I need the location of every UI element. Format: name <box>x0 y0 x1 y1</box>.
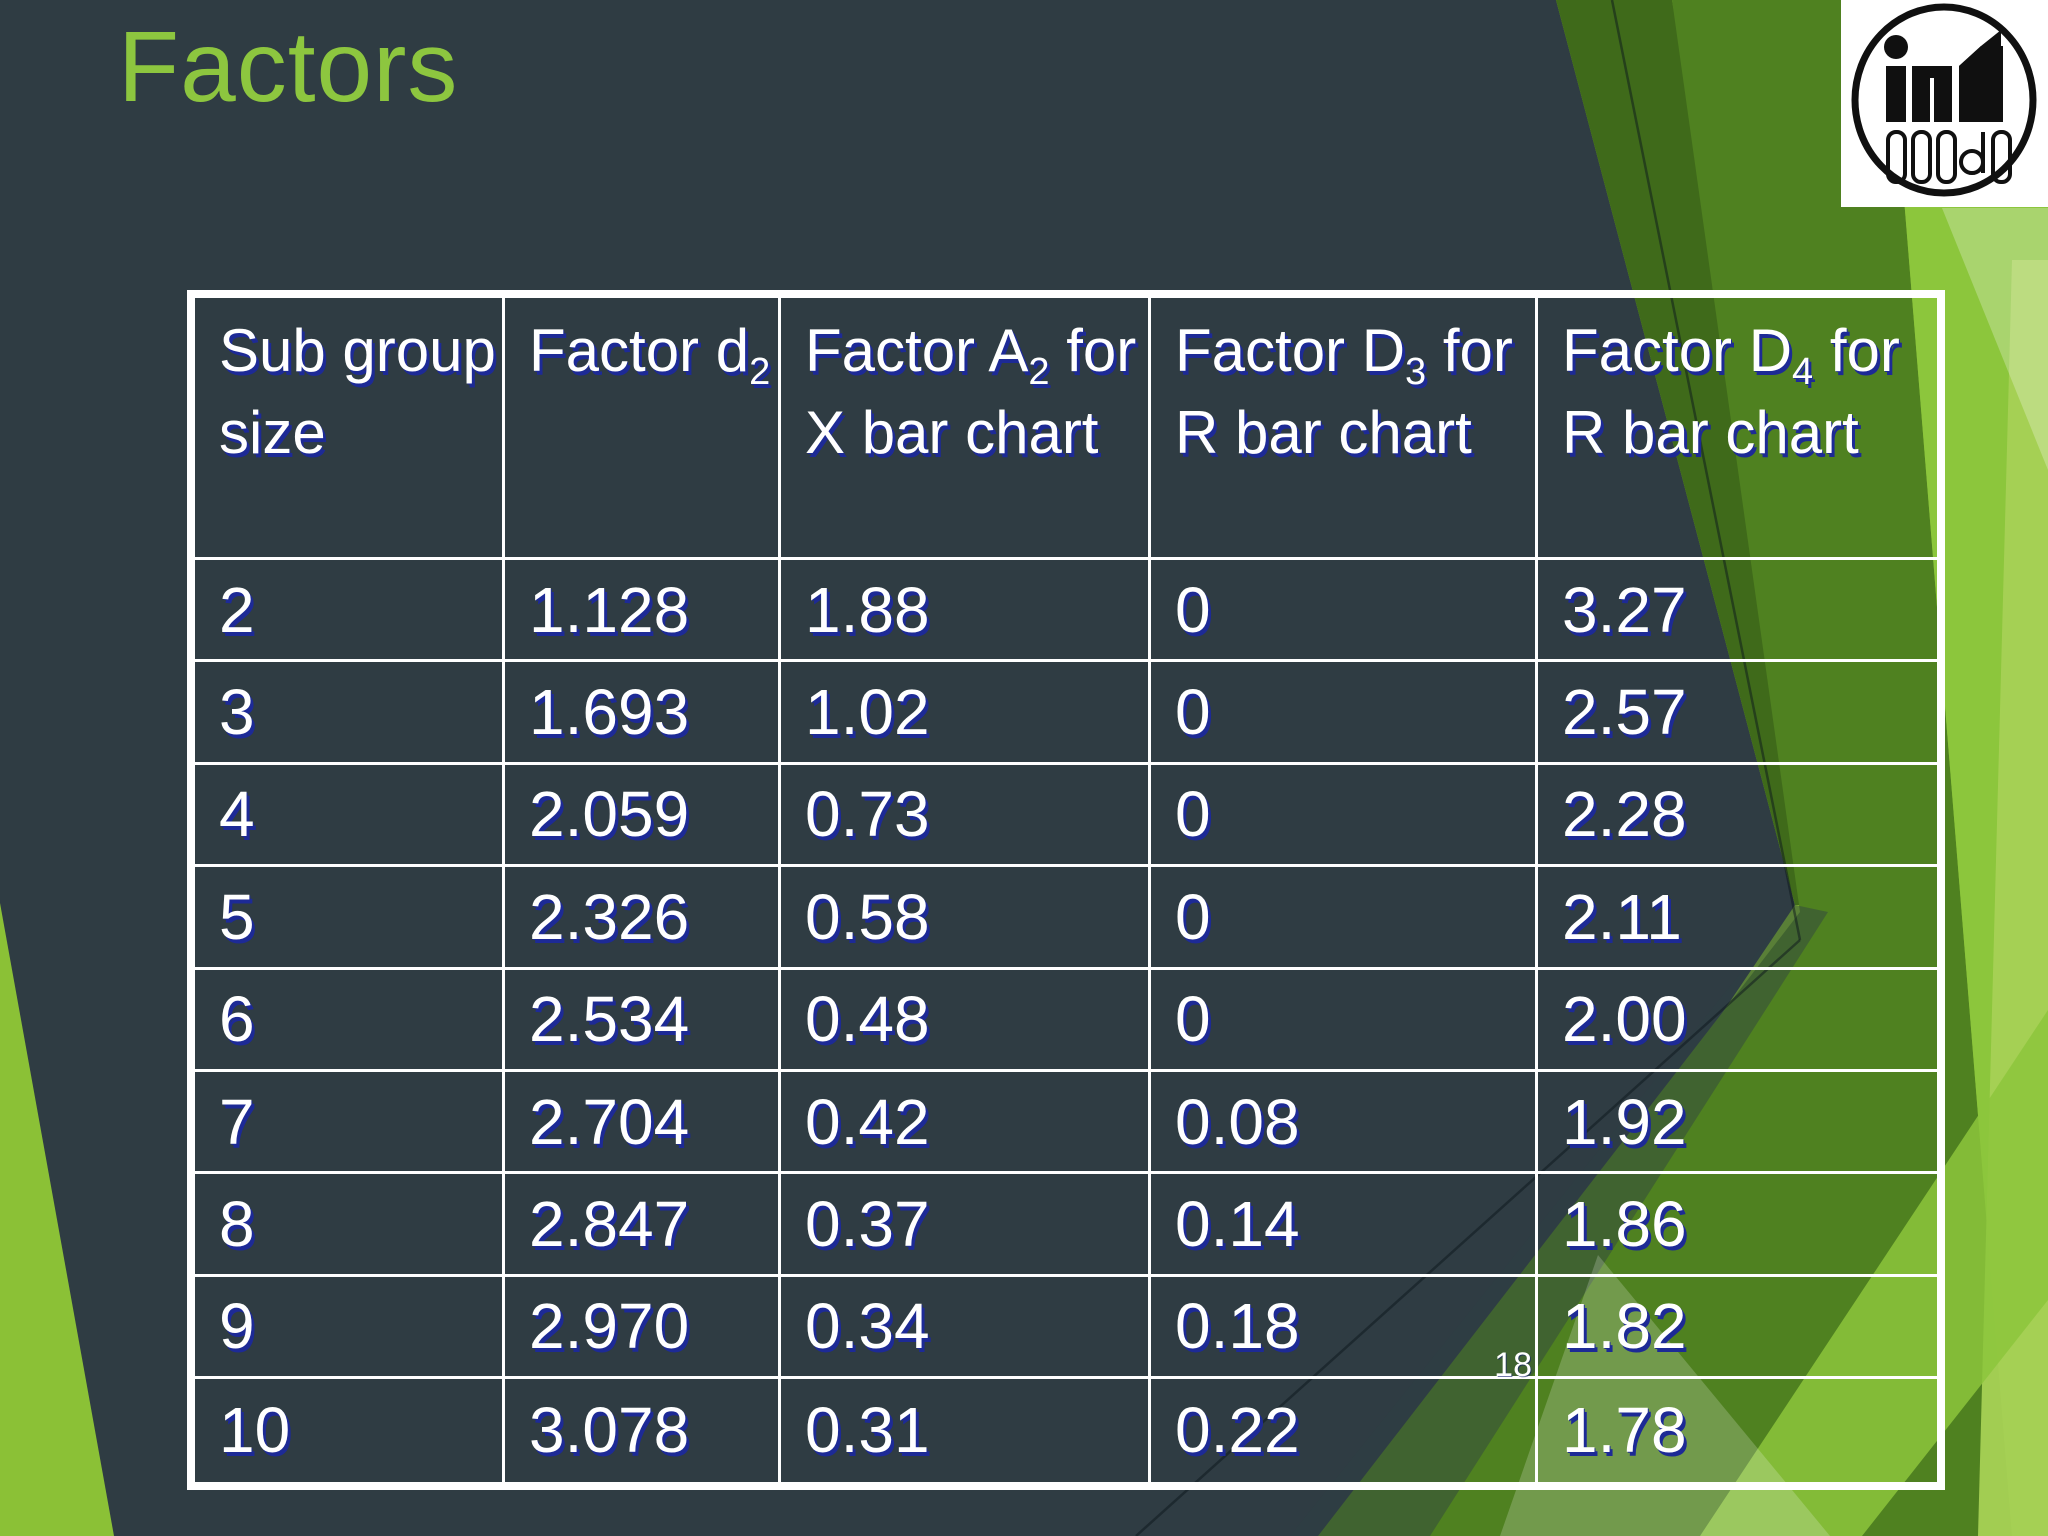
green-wedge-left <box>0 903 114 1536</box>
cell-a2: 0.48 <box>781 969 1151 1072</box>
cell-n: 8 <box>195 1174 505 1277</box>
cell-n: 7 <box>195 1071 505 1175</box>
cell-d2: 1.128 <box>505 560 781 663</box>
cell-d4: 1.86 <box>1538 1174 1937 1277</box>
cell-a2: 0.73 <box>781 764 1151 868</box>
header-text: for R bar chart <box>1562 317 1900 466</box>
cell-n: 4 <box>195 764 505 868</box>
cell-d3: 0 <box>1151 867 1538 970</box>
header-text: for X bar chart <box>805 317 1137 466</box>
green-facet-sheen-top <box>1942 208 2048 470</box>
cell-n: 2 <box>195 560 505 663</box>
header-text: Factor d <box>529 317 750 384</box>
imt-logo <box>1841 0 2048 207</box>
factors-table: Sub group size Factor d2 Factor A2 for X… <box>187 290 1945 1490</box>
imt-logo-icon <box>1851 3 2037 197</box>
column-header-factor-d3: Factor D3 for R bar chart <box>1151 298 1538 560</box>
header-text: Factor A <box>805 317 1029 384</box>
green-facet-bottom-right <box>1700 1010 2048 1536</box>
cell-d4: 2.00 <box>1538 970 1937 1072</box>
cell-d2: 2.534 <box>505 969 781 1072</box>
facet-line-lower <box>1135 939 1801 1536</box>
cell-d2: 3.078 <box>505 1379 781 1482</box>
header-subscript: 2 <box>749 351 771 393</box>
cell-d2: 2.970 <box>505 1276 781 1380</box>
cell-d3: 0 <box>1151 560 1538 663</box>
cell-d4: 2.57 <box>1538 662 1937 765</box>
cell-d3: 0.14 <box>1151 1174 1538 1277</box>
cell-a2: 0.34 <box>781 1276 1151 1380</box>
cell-d2: 1.693 <box>505 662 781 765</box>
header-text: for R bar chart <box>1175 317 1513 466</box>
cell-d4: 1.82 <box>1538 1277 1937 1380</box>
facet-line-upper <box>1610 0 1802 941</box>
cell-d2: 2.704 <box>505 1071 781 1175</box>
cell-d2: 2.847 <box>505 1174 781 1277</box>
cell-n: 6 <box>195 969 505 1072</box>
cell-d4: 2.28 <box>1538 765 1937 868</box>
cell-d2: 2.059 <box>505 764 781 868</box>
header-text: Sub group size <box>219 317 496 466</box>
cell-d4: 1.78 <box>1562 1394 1687 1467</box>
cell-d4: 2.11 <box>1538 867 1937 970</box>
cell-a2: 0.31 <box>781 1379 1151 1482</box>
green-facet-mid <box>1318 0 2012 1536</box>
cell-n: 3 <box>195 662 505 765</box>
green-facet-sheen-bottom <box>1500 1255 1830 1536</box>
cell-d3: 0 <box>1151 662 1538 765</box>
slide-title: Factors <box>118 11 459 123</box>
cell-a2: 0.42 <box>781 1071 1151 1175</box>
column-header-factor-d2: Factor d2 <box>505 298 781 560</box>
header-subscript: 4 <box>1792 351 1814 393</box>
column-header-factor-d4: Factor D4 for R bar chart <box>1538 298 1937 560</box>
cell-a2: 0.37 <box>781 1174 1151 1277</box>
column-header-factor-a2: Factor A2 for X bar chart <box>781 298 1151 560</box>
cell-d3: 0.08 <box>1151 1071 1538 1175</box>
cell-d4: 3.27 <box>1538 560 1937 663</box>
cell-d2: 2.326 <box>505 867 781 970</box>
cell-a2: 1.88 <box>781 560 1151 663</box>
column-header-subgroup-size: Sub group size <box>195 298 505 560</box>
header-text: Factor D <box>1175 317 1406 384</box>
cell-d3: 0 <box>1151 969 1538 1072</box>
header-subscript: 3 <box>1405 351 1427 393</box>
cell-a2: 1.02 <box>781 662 1151 765</box>
header-text: Factor D <box>1562 317 1793 384</box>
page-number: 18 <box>1494 1346 1532 1384</box>
cell-n: 5 <box>195 867 505 970</box>
cell-d3: 0.22 <box>1151 1379 1538 1482</box>
cell-d4: 1.92 <box>1538 1072 1937 1175</box>
cell-n: 9 <box>195 1276 505 1380</box>
cell-n: 10 <box>195 1379 505 1482</box>
cell-d3: 0 <box>1151 764 1538 868</box>
cell-d3: 0.18 <box>1151 1276 1538 1380</box>
green-facet-olive-band <box>1556 0 1828 905</box>
cell-a2: 0.58 <box>781 867 1151 970</box>
header-subscript: 2 <box>1028 351 1050 393</box>
